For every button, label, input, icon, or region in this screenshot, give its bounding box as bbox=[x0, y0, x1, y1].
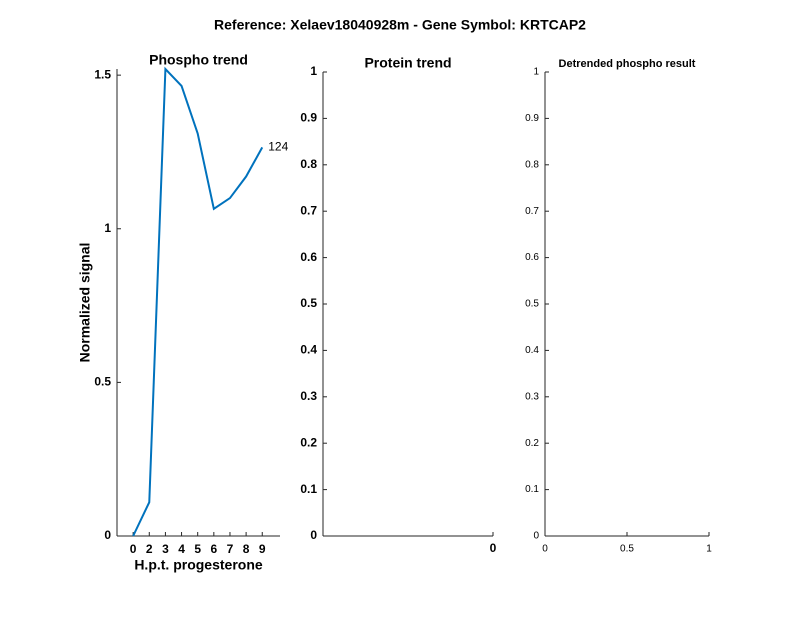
y-tick-label: 0.1 bbox=[525, 484, 539, 495]
chart-title: Phospho trend bbox=[149, 52, 248, 68]
x-tick-label: 3 bbox=[162, 542, 169, 556]
y-tick-label: 1 bbox=[533, 67, 539, 78]
y-tick-label: 0.5 bbox=[300, 296, 317, 310]
x-tick-label: 1 bbox=[706, 544, 712, 555]
x-tick-label: 0 bbox=[542, 544, 548, 555]
x-tick-label: 9 bbox=[259, 542, 266, 556]
y-tick-label: 0.9 bbox=[525, 113, 539, 124]
y-tick-label: 0.8 bbox=[525, 159, 539, 170]
y-tick-label: 0 bbox=[310, 528, 317, 542]
chart-title: Protein trend bbox=[364, 55, 451, 71]
y-tick-label: 0.5 bbox=[525, 299, 539, 310]
y-tick-label: 0 bbox=[533, 531, 539, 542]
annotation: 124 bbox=[268, 140, 288, 154]
y-tick-label: 0.3 bbox=[525, 391, 539, 402]
y-tick-label: 0.2 bbox=[300, 435, 317, 449]
y-tick-label: 0.4 bbox=[300, 343, 317, 357]
figure-title: Reference: Xelaev18040928m - Gene Symbol… bbox=[214, 17, 586, 33]
y-tick-label: 0.1 bbox=[300, 482, 317, 496]
x-tick-label: 5 bbox=[194, 542, 201, 556]
y-tick-label: 0.4 bbox=[525, 345, 539, 356]
x-tick-label: 7 bbox=[227, 542, 234, 556]
x-tick-label: 0 bbox=[130, 542, 137, 556]
y-tick-label: 0.5 bbox=[94, 375, 111, 389]
x-tick-label: 8 bbox=[243, 542, 250, 556]
chart-title: Detrended phospho result bbox=[559, 58, 696, 70]
y-tick-label: 0.6 bbox=[525, 252, 539, 263]
x-tick-label: 2 bbox=[146, 542, 153, 556]
y-tick-label: 0.8 bbox=[300, 157, 317, 171]
y-tick-label: 0.7 bbox=[525, 206, 539, 217]
y-tick-label: 0.2 bbox=[525, 438, 539, 449]
y-tick-label: 0.7 bbox=[300, 203, 317, 217]
y-tick-label: 1 bbox=[104, 221, 111, 235]
x-tick-label: 4 bbox=[178, 542, 185, 556]
y-tick-label: 1 bbox=[310, 64, 317, 78]
y-tick-label: 0.9 bbox=[300, 111, 317, 125]
x-tick-label: 0 bbox=[490, 541, 497, 555]
y-tick-label: 0.3 bbox=[300, 389, 317, 403]
x-axis-label: H.p.t. progesterone bbox=[134, 557, 263, 573]
y-tick-label: 0 bbox=[104, 528, 111, 542]
y-axis-label: Normalized signal bbox=[77, 243, 93, 363]
y-tick-label: 0.6 bbox=[300, 250, 317, 264]
y-tick-label: 1.5 bbox=[94, 67, 111, 81]
line-series bbox=[132, 66, 264, 537]
x-tick-label: 6 bbox=[210, 542, 217, 556]
x-tick-label: 0.5 bbox=[620, 544, 634, 555]
